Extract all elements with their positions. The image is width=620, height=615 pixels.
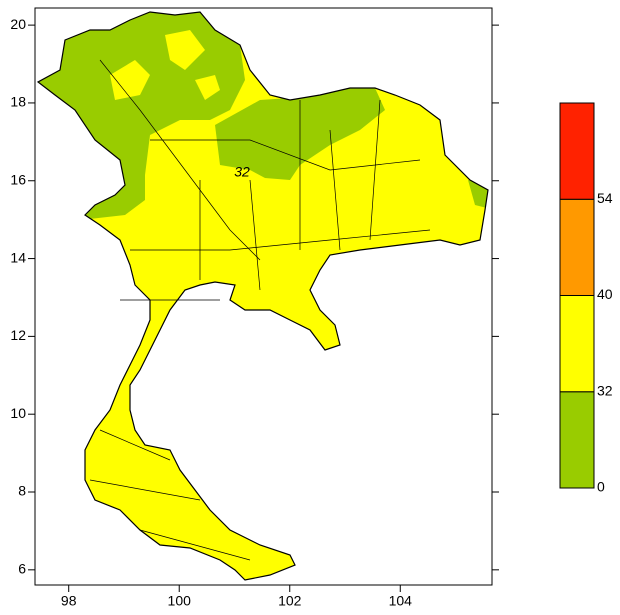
green-zone — [468, 180, 488, 210]
y-tick-label: 18 — [10, 94, 26, 110]
colorbar-segment — [559, 295, 595, 393]
green-zone — [38, 12, 245, 220]
colorbar-label: 40 — [597, 286, 613, 302]
x-tick-label: 98 — [61, 593, 77, 609]
colorbar-label: 0 — [597, 479, 605, 495]
x-tick-label: 104 — [389, 593, 413, 609]
colorbar: 0 32 40 54 — [559, 102, 613, 495]
axes: 98 100 102 104 6 8 10 12 14 16 18 20 — [10, 16, 499, 609]
colorbar-label: 54 — [597, 190, 613, 206]
province-border — [89, 59, 431, 561]
x-tick-label: 102 — [278, 593, 302, 609]
y-tick-label: 14 — [10, 249, 26, 265]
y-tick-label: 8 — [18, 483, 26, 499]
x-tick-label: 100 — [168, 593, 192, 609]
y-tick-label: 20 — [10, 16, 26, 32]
colorbar-label: 32 — [597, 382, 613, 398]
yellow-zone — [110, 30, 220, 100]
colorbar-segment — [559, 102, 595, 200]
colorbar-segment — [559, 391, 595, 489]
contour-label: 32 — [234, 164, 250, 180]
y-tick-label: 10 — [10, 405, 26, 421]
colorbar-segment — [559, 198, 595, 296]
y-tick-label: 16 — [10, 171, 26, 187]
y-tick-label: 12 — [10, 327, 26, 343]
y-tick-label: 6 — [18, 561, 26, 577]
